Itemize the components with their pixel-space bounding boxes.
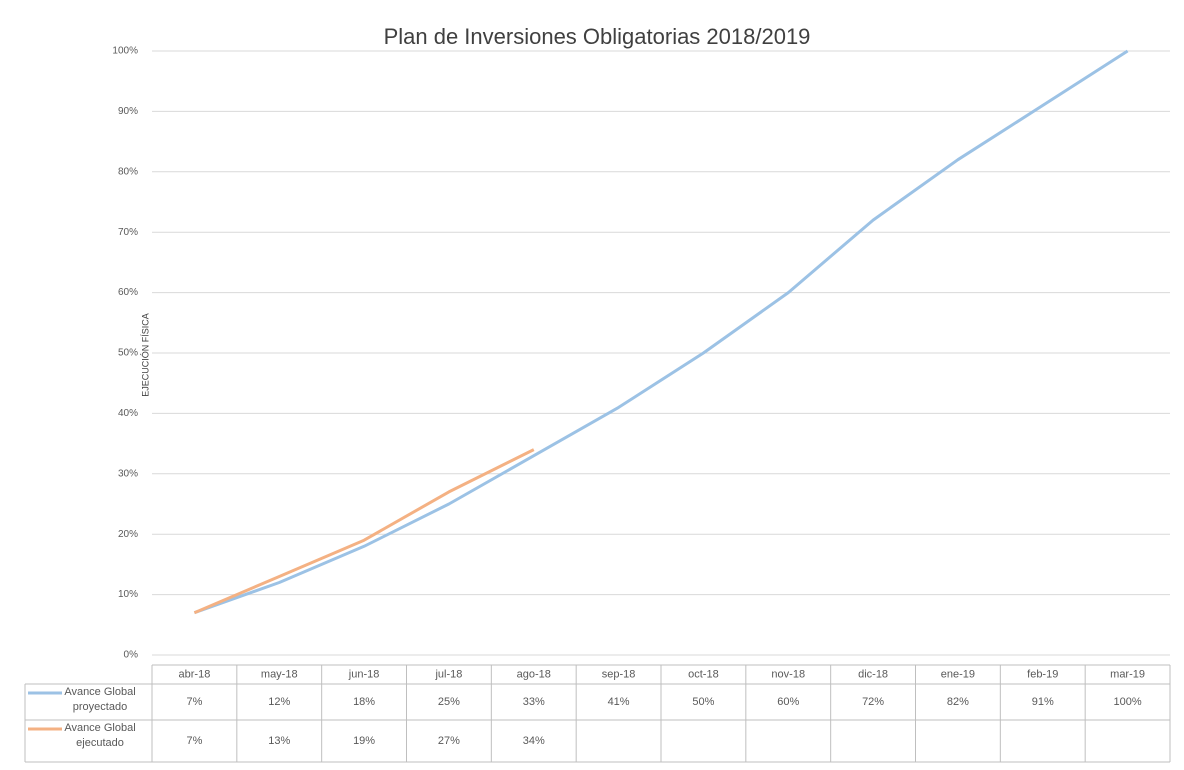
data-label: 7% <box>186 735 202 747</box>
legend-entry: Avance Global proyectado <box>64 686 136 713</box>
x-tick-label: nov-18 <box>771 668 805 680</box>
x-tick-label: feb-19 <box>1027 668 1058 680</box>
x-tick-label: dic-18 <box>858 668 888 680</box>
data-label: 13% <box>268 735 290 747</box>
data-label: 91% <box>1032 696 1054 708</box>
x-tick-label: abr-18 <box>179 668 211 680</box>
x-tick-label: jun-18 <box>348 668 380 680</box>
data-label: 27% <box>438 735 460 747</box>
y-tick-label: 100% <box>112 46 138 57</box>
data-label: 41% <box>608 696 630 708</box>
data-label: 72% <box>862 696 884 708</box>
x-tick-label: may-18 <box>261 668 298 680</box>
y-tick-label: 20% <box>118 529 138 540</box>
data-label: 60% <box>777 696 799 708</box>
data-label: 19% <box>353 735 375 747</box>
data-label: 82% <box>947 696 969 708</box>
data-label: 7% <box>186 696 202 708</box>
y-axis-label: EJECUCIÓN FÍSICA <box>140 313 150 397</box>
legend-entry-box: Avance Global proyectado <box>64 686 136 713</box>
x-tick-label: ene-19 <box>941 668 975 680</box>
data-label: 50% <box>692 696 714 708</box>
data-label: 33% <box>523 696 545 708</box>
y-tick-label: 10% <box>118 589 138 600</box>
y-tick-label: 90% <box>118 106 138 117</box>
y-tick-label: 70% <box>118 227 138 238</box>
data-label: 18% <box>353 696 375 708</box>
series-line <box>193 448 535 615</box>
chart-title: Plan de Inversiones Obligatorias 2018/20… <box>384 24 811 49</box>
data-label: 12% <box>268 696 290 708</box>
series-line <box>193 49 1129 615</box>
y-tick-label: 80% <box>118 166 138 177</box>
legend-entry-box: Avance Global ejecutado <box>64 722 136 749</box>
data-label: 34% <box>523 735 545 747</box>
y-tick-label: 50% <box>118 348 138 359</box>
x-tick-label: mar-19 <box>1110 668 1145 680</box>
x-tick-label: jul-18 <box>434 668 462 680</box>
x-tick-label: oct-18 <box>688 668 719 680</box>
y-tick-label: 0% <box>124 650 139 661</box>
x-tick-label: ago-18 <box>517 668 551 680</box>
data-label: 100% <box>1114 696 1142 708</box>
y-tick-label: 40% <box>118 408 138 419</box>
y-tick-label: 30% <box>118 468 138 479</box>
legend-entry: Avance Global ejecutado <box>64 722 136 749</box>
x-tick-label: sep-18 <box>602 668 636 680</box>
data-label: 25% <box>438 696 460 708</box>
y-tick-label: 60% <box>118 287 138 298</box>
